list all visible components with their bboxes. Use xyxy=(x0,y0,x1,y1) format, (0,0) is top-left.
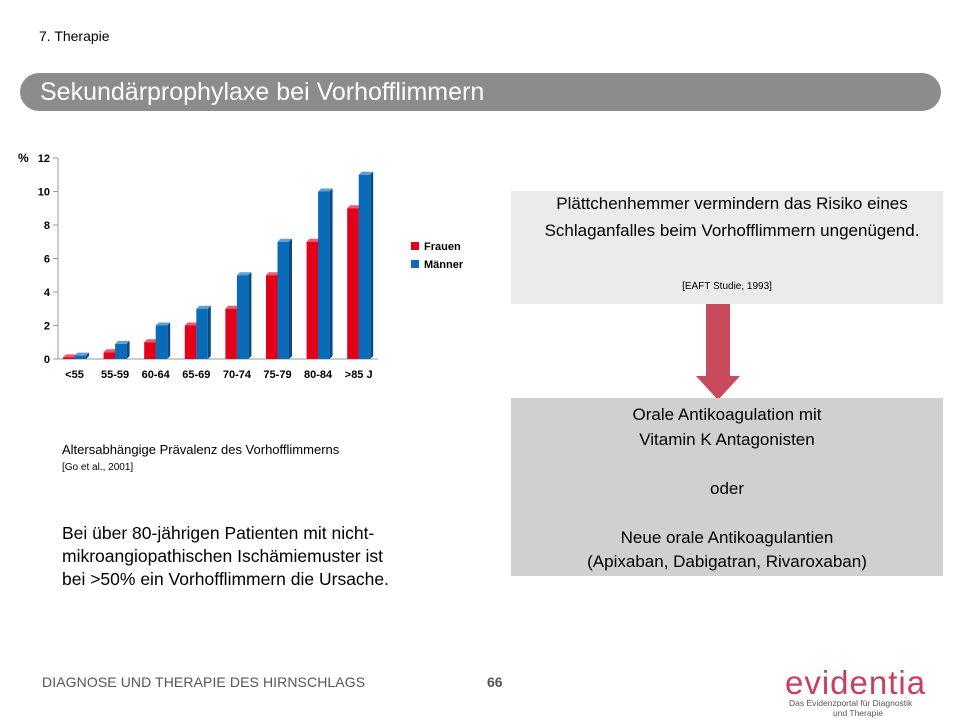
prevalence-bar-chart: % 0 2 4 6 8 10 12 <55 55-59 60-64 65-69 70-74 75-79… xyxy=(18,151,464,381)
y-tick-label: 10 xyxy=(38,187,50,199)
bar-frauen xyxy=(103,352,116,359)
bar-side xyxy=(86,352,89,359)
bar-frauen xyxy=(306,241,319,359)
bar-männer xyxy=(236,275,249,359)
bar-top xyxy=(155,322,171,326)
bar-männer xyxy=(155,325,168,359)
bar-top xyxy=(306,238,322,242)
x-tick-label: 55-59 xyxy=(101,369,129,381)
y-tick-label: 2 xyxy=(44,321,50,333)
bar-top xyxy=(196,305,211,309)
bars xyxy=(63,171,374,359)
bar-frauen xyxy=(144,342,156,359)
antiplatelet-citation: [EAFT Studie, 1993] xyxy=(682,281,772,292)
evidentia-logo: evidentia xyxy=(785,664,927,701)
down-arrow-icon xyxy=(696,304,740,400)
body-text: Bei über 80-jährigen Patienten mit nicht… xyxy=(62,523,390,589)
anticoagulation-line: Neue orale Antikoagulantien xyxy=(620,527,834,547)
footer-text: DIAGNOSE UND THERAPIE DES HIRNSCHLAGS xyxy=(42,674,366,690)
legend-swatch xyxy=(411,242,419,250)
x-tick-label: 65-69 xyxy=(182,369,210,381)
title-bar: Sekundärprophylaxe bei Vorhofflimmern xyxy=(20,73,941,111)
anticoagulation-line: (Apixaban, Dabigatran, Rivaroxaban) xyxy=(587,552,867,571)
anticoagulation-line xyxy=(511,501,943,526)
x-axis-labels: <55 55-59 60-64 65-69 70-74 75-79 80-84 >85 J xyxy=(65,369,372,381)
y-tick-label: 4 xyxy=(44,287,51,299)
logo-tagline: Das Evidenzportal für Diagnostik und The… xyxy=(789,698,912,718)
bar-top xyxy=(74,352,89,356)
bar-männer xyxy=(115,343,127,359)
y-unit-label: % xyxy=(18,151,29,165)
anticoagulation-box: Orale Antikoagulation mit Vitamin K Anta… xyxy=(511,398,943,576)
bar-side xyxy=(248,272,252,359)
x-tick-label: 60-64 xyxy=(142,369,171,381)
bar-top xyxy=(63,354,78,358)
page-number: 66 xyxy=(487,674,503,690)
bar-top xyxy=(236,272,252,276)
bar-side xyxy=(126,340,130,359)
anticoagulation-line: Vitamin K Antagonisten xyxy=(639,429,815,449)
chart-caption: Altersabhängige Prävalenz des Vorhofflim… xyxy=(62,442,340,457)
x-tick-label: 80-84 xyxy=(304,369,333,381)
antiplatelet-box: Plättchenhemmer vermindern das Risiko ei… xyxy=(511,191,943,304)
logo-tagline-line: Das Evidenzportal für Diagnostik xyxy=(789,698,913,708)
bar-top xyxy=(347,205,362,209)
bar-frauen xyxy=(63,357,75,359)
x-tick-label: >85 J xyxy=(345,369,373,381)
bar-side xyxy=(329,188,333,359)
logo-tagline-line: und Therapie xyxy=(833,708,883,718)
bar-top xyxy=(115,340,130,344)
bar-männer xyxy=(196,308,208,359)
chart-citation: [Go et al., 2001] xyxy=(62,462,134,473)
bar-frauen xyxy=(184,325,197,359)
chart-legend: Frauen Männer xyxy=(411,241,464,271)
bar-side xyxy=(289,238,292,359)
anticoagulation-line: oder xyxy=(709,478,745,498)
x-tick-label: <55 xyxy=(65,369,84,381)
bar-frauen xyxy=(225,308,237,359)
bar-top xyxy=(184,322,200,326)
bar-top xyxy=(358,171,374,175)
bar-side xyxy=(370,171,374,359)
legend-label: Männer xyxy=(424,259,464,271)
y-tick-label: 6 xyxy=(44,254,50,266)
bar-side xyxy=(167,322,171,359)
bar-top xyxy=(277,238,292,242)
section-label: 7. Therapie xyxy=(39,28,110,44)
bar-top xyxy=(225,305,240,309)
y-tick-label: 12 xyxy=(38,153,50,165)
antiplatelet-text: Plättchenhemmer vermindern das Risiko ei… xyxy=(544,194,920,240)
y-tick-label: 0 xyxy=(44,354,50,366)
page-title: Sekundärprophylaxe bei Vorhofflimmern xyxy=(40,78,485,106)
anticoagulation-line: Orale Antikoagulation mit xyxy=(632,405,822,424)
bar-frauen xyxy=(347,208,359,359)
bar-top xyxy=(103,349,119,353)
y-tick-label: 8 xyxy=(44,220,50,232)
bar-side xyxy=(207,305,211,359)
legend-label: Frauen xyxy=(424,241,461,253)
bar-top xyxy=(318,188,333,192)
x-tick-label: 75-79 xyxy=(263,369,291,381)
bar-top xyxy=(266,272,281,276)
bar-frauen xyxy=(266,275,278,359)
bar-top xyxy=(144,339,159,343)
x-tick-label: 70-74 xyxy=(223,369,252,381)
legend-swatch xyxy=(411,260,419,268)
bar-männer xyxy=(318,191,330,359)
bar-männer xyxy=(74,355,86,359)
bar-männer xyxy=(277,241,289,359)
bar-männer xyxy=(358,174,371,359)
anticoagulation-line xyxy=(511,452,943,477)
